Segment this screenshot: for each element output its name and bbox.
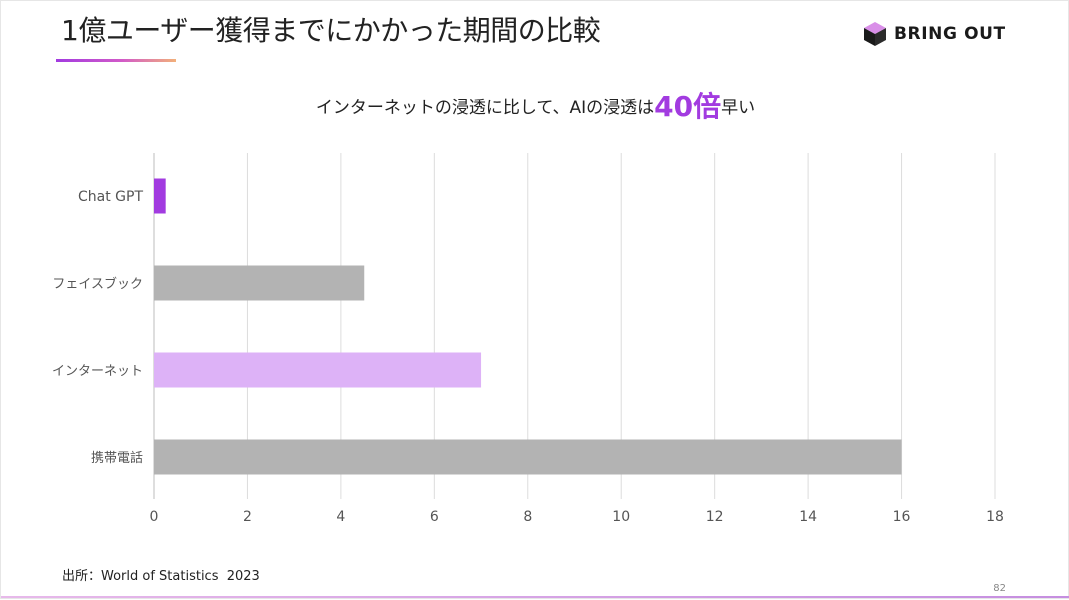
subtitle-highlight: 40倍 <box>654 90 722 123</box>
page-title: 1億ユーザー獲得までにかかった期間の比較 <box>61 14 601 47</box>
title-underline <box>56 59 176 62</box>
category-label: インターネット <box>52 364 143 379</box>
bottom-accent-line <box>1 596 1069 598</box>
bar <box>154 439 902 475</box>
brand-name: BRING OUT <box>894 24 1006 44</box>
x-tick-label: 12 <box>706 509 724 525</box>
x-tick-label: 16 <box>893 509 911 525</box>
source-note: 出所：World of Statistics 2023 <box>62 569 260 584</box>
bar <box>154 178 166 214</box>
x-tick-label: 18 <box>986 509 1004 525</box>
brand-logo: BRING OUT <box>863 21 1006 47</box>
x-tick-label: 6 <box>430 509 439 525</box>
x-tick-label: 14 <box>799 509 817 525</box>
x-tick-label: 10 <box>612 509 630 525</box>
bar <box>154 352 482 388</box>
page-number: 82 <box>993 583 1006 594</box>
category-label: Chat GPT <box>78 189 143 205</box>
x-tick-label: 8 <box>523 509 532 525</box>
x-tick-label: 2 <box>243 509 252 525</box>
x-tick-label: 4 <box>336 509 345 525</box>
category-label: フェイスブック <box>52 276 143 292</box>
category-label: 携帯電話 <box>91 450 143 466</box>
subtitle-prefix: インターネットの浸透に比して、AIの浸透は <box>315 98 655 118</box>
x-tick-label: 0 <box>150 509 159 525</box>
subtitle-suffix: 早い <box>721 98 756 118</box>
bar <box>154 265 365 301</box>
chart-subtitle: インターネットの浸透に比して、AIの浸透は40倍早い <box>1 87 1069 128</box>
cube-logo-icon <box>864 22 886 46</box>
